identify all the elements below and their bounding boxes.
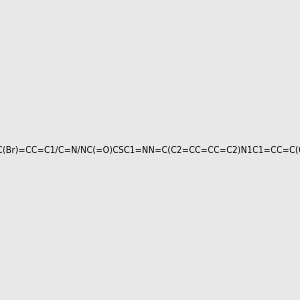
Text: OC1=CC(Br)=CC=C1/C=N/NC(=O)CSC1=NN=C(C2=CC=CC=C2)N1C1=CC=C(Cl)C=C1: OC1=CC(Br)=CC=C1/C=N/NC(=O)CSC1=NN=C(C2=… — [0, 146, 300, 154]
